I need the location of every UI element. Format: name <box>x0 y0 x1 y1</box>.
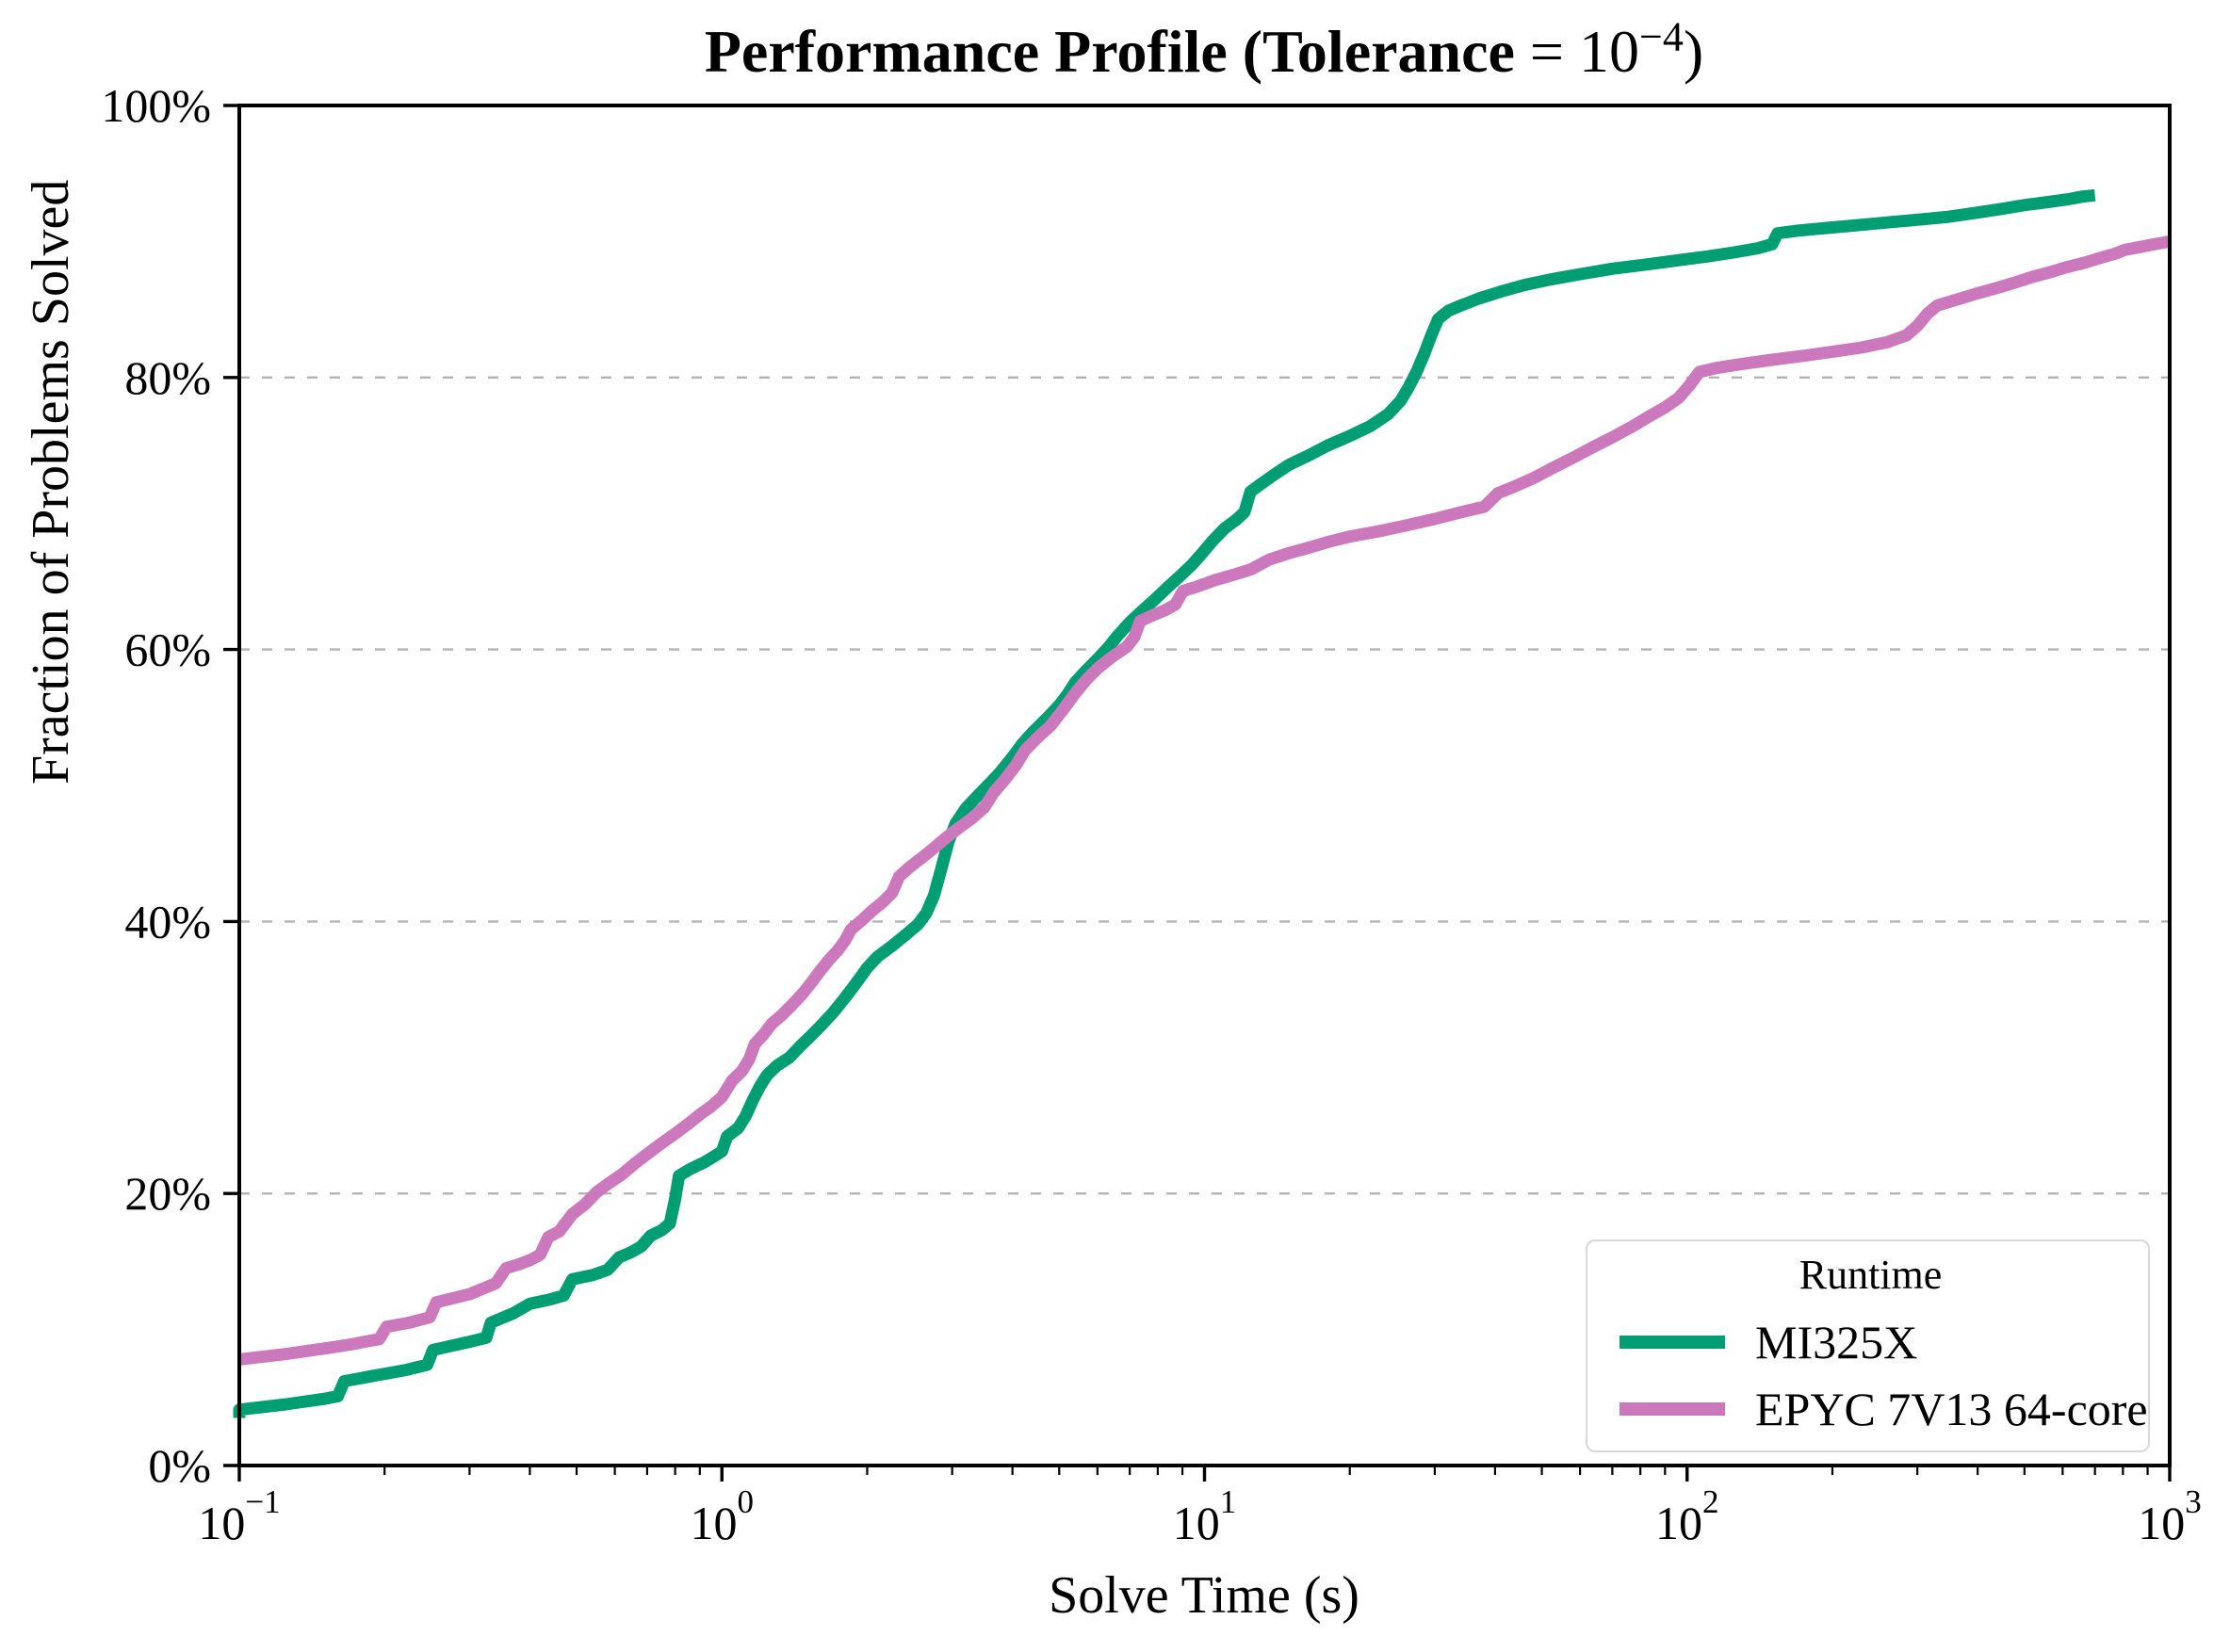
x-axis-label: Solve Time (s) <box>1049 1566 1359 1625</box>
chart-title-close-paren: ) <box>1683 18 1704 85</box>
chart-title-main: Performance Profile (Tolerance <box>704 18 1515 85</box>
y-axis-label: Fraction of Problems Solved <box>22 179 80 785</box>
y-tick-label: 100% <box>101 79 211 132</box>
x-tick-label: 102 <box>1655 1483 1719 1549</box>
y-tick-label: 80% <box>124 351 211 404</box>
legend-title: Runtime <box>1799 1252 1943 1298</box>
y-tick-label: 20% <box>124 1167 211 1220</box>
legend-item-mi325x: MI325X <box>1620 1308 2131 1376</box>
legend-swatch-epyc <box>1620 1402 1725 1417</box>
chart-title: Performance Profile (Tolerance = 10−4) <box>704 16 1704 85</box>
y-tick-label: 40% <box>124 895 211 947</box>
chart-title-power-base: 10 <box>1579 18 1640 85</box>
x-tick-label: 103 <box>2138 1483 2202 1549</box>
y-tick-label: 0% <box>148 1439 211 1492</box>
legend-item-epyc: EPYC 7V13 64-core <box>1620 1376 2148 1444</box>
x-tick-label: 100 <box>691 1483 755 1549</box>
chart-title-power-exponent: −4 <box>1639 13 1684 60</box>
x-tick-label: 10−1 <box>198 1483 280 1549</box>
legend-label-epyc: EPYC 7V13 64-core <box>1755 1383 2148 1436</box>
series-line-epyc-7v13-64-core <box>238 235 2172 1366</box>
series-line-mi325x <box>233 188 2096 1418</box>
legend-label-mi325x: MI325X <box>1755 1315 1918 1369</box>
chart-title-equals: = <box>1514 18 1580 85</box>
legend: Runtime MI325X EPYC 7V13 64-core <box>1586 1239 2150 1452</box>
legend-swatch-mi325x <box>1620 1335 1725 1349</box>
y-tick-label: 60% <box>124 624 211 676</box>
x-tick-label: 101 <box>1173 1483 1237 1549</box>
